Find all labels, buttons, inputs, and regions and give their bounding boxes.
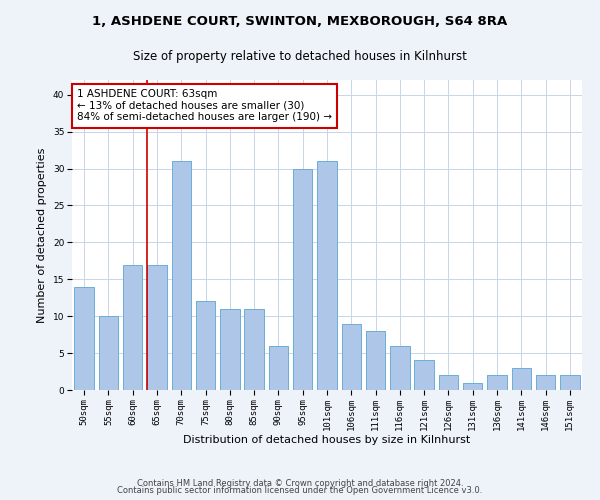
Bar — [536, 375, 555, 390]
X-axis label: Distribution of detached houses by size in Kilnhurst: Distribution of detached houses by size … — [184, 436, 470, 446]
Text: Size of property relative to detached houses in Kilnhurst: Size of property relative to detached ho… — [133, 50, 467, 63]
Text: Contains public sector information licensed under the Open Government Licence v3: Contains public sector information licen… — [118, 486, 482, 495]
Bar — [220, 309, 239, 390]
Bar — [487, 375, 507, 390]
Bar — [317, 161, 337, 390]
Bar — [366, 331, 385, 390]
Bar — [390, 346, 410, 390]
Bar — [74, 286, 94, 390]
Text: 1 ASHDENE COURT: 63sqm
← 13% of detached houses are smaller (30)
84% of semi-det: 1 ASHDENE COURT: 63sqm ← 13% of detached… — [77, 90, 332, 122]
Bar — [341, 324, 361, 390]
Bar — [123, 264, 142, 390]
Bar — [147, 264, 167, 390]
Text: Contains HM Land Registry data © Crown copyright and database right 2024.: Contains HM Land Registry data © Crown c… — [137, 478, 463, 488]
Bar — [196, 302, 215, 390]
Bar — [560, 375, 580, 390]
Bar — [269, 346, 288, 390]
Text: 1, ASHDENE COURT, SWINTON, MEXBOROUGH, S64 8RA: 1, ASHDENE COURT, SWINTON, MEXBOROUGH, S… — [92, 15, 508, 28]
Bar — [439, 375, 458, 390]
Bar — [512, 368, 531, 390]
Bar — [293, 168, 313, 390]
Y-axis label: Number of detached properties: Number of detached properties — [37, 148, 47, 322]
Bar — [463, 382, 482, 390]
Bar — [172, 161, 191, 390]
Bar — [415, 360, 434, 390]
Bar — [99, 316, 118, 390]
Bar — [244, 309, 264, 390]
